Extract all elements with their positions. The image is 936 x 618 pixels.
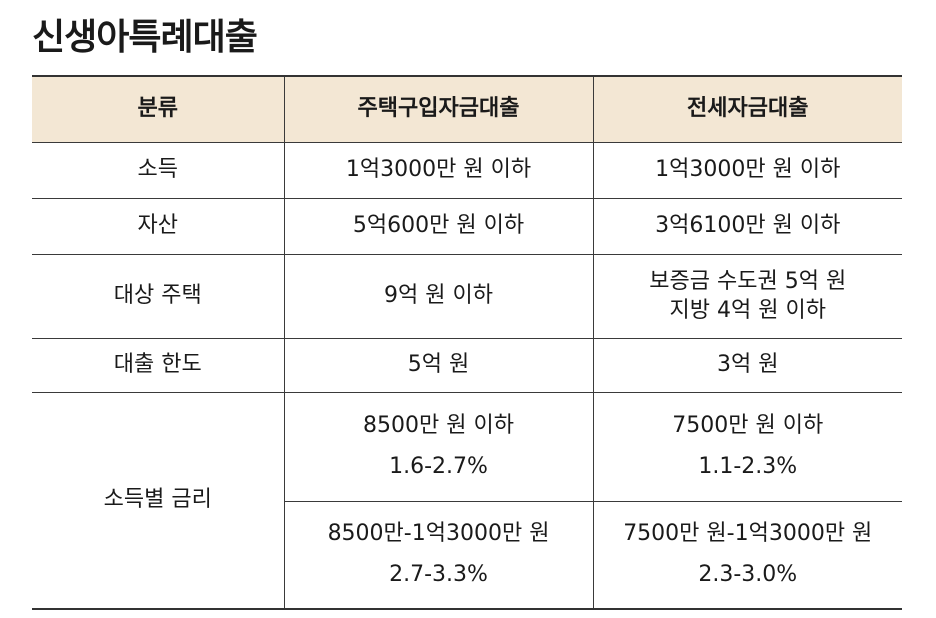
row-label-loan-limit: 대출 한도 bbox=[32, 338, 285, 393]
cell-purchase-target-house: 9억 원 이하 bbox=[283, 254, 594, 339]
row-label-target-house: 대상 주택 bbox=[32, 254, 285, 339]
header-row: 분류 주택구입자금대출 전세자금대출 bbox=[32, 75, 902, 143]
cell-purchase-rate-tier2: 8500만-1억3000만 원 2.7-3.3% bbox=[284, 501, 594, 610]
cell-jeonse-rate-tier2: 7500만 원-1억3000만 원 2.3-3.0% bbox=[592, 501, 902, 610]
cell-purchase-assets: 5억600만 원 이하 bbox=[283, 198, 594, 255]
purchase-tier2-income: 8500만-1억3000만 원 bbox=[327, 521, 550, 547]
purchase-tier2-rate: 2.7-3.3% bbox=[389, 562, 488, 587]
row-label-income: 소득 bbox=[32, 142, 285, 199]
table-row: 대출 한도 5억 원 3억 원 bbox=[32, 338, 902, 393]
row-label-rate-by-income: 소득별 금리 bbox=[32, 392, 285, 610]
cell-jeonse-income: 1억3000만 원 이하 bbox=[592, 142, 902, 199]
cell-jeonse-loan-limit: 3억 원 bbox=[592, 338, 902, 393]
cell-jeonse-rate-tier1: 7500만 원 이하 1.1-2.3% bbox=[592, 392, 902, 502]
table-row: 자산 5억600만 원 이하 3억6100만 원 이하 bbox=[32, 198, 902, 255]
jeonse-deposit-capital: 보증금 수도권 5억 원 bbox=[649, 268, 847, 294]
cell-jeonse-target-house: 보증금 수도권 5억 원 지방 4억 원 이하 bbox=[592, 254, 902, 339]
table-row: 소득별 금리 8500만 원 이하 1.6-2.7% 7500만 원 이하 1.… bbox=[32, 392, 902, 610]
loan-comparison-table: 분류 주택구입자금대출 전세자금대출 소득 1억3000만 원 이하 1억300… bbox=[32, 75, 902, 610]
jeonse-tier1-rate: 1.1-2.3% bbox=[698, 454, 798, 479]
table-row: 소득 1억3000만 원 이하 1억3000만 원 이하 bbox=[32, 142, 902, 199]
purchase-tier1-income: 8500만 원 이하 bbox=[363, 413, 514, 439]
header-purchase-loan: 주택구입자금대출 bbox=[283, 75, 594, 143]
jeonse-tier2-rate: 2.3-3.0% bbox=[698, 562, 798, 587]
page-title: 신생아특례대출 bbox=[32, 17, 258, 58]
cell-purchase-rate-tier1: 8500만 원 이하 1.6-2.7% bbox=[283, 392, 594, 502]
purchase-tier1-rate: 1.6-2.7% bbox=[389, 454, 488, 479]
cell-purchase-loan-limit: 5억 원 bbox=[283, 338, 594, 393]
cell-jeonse-assets: 3억6100만 원 이하 bbox=[592, 198, 902, 255]
table-row: 대상 주택 9억 원 이하 보증금 수도권 5억 원 지방 4억 원 이하 bbox=[32, 254, 902, 339]
cell-purchase-income: 1억3000만 원 이하 bbox=[283, 142, 594, 199]
jeonse-tier1-income: 7500만 원 이하 bbox=[672, 413, 824, 439]
header-jeonse-loan: 전세자금대출 bbox=[592, 75, 902, 143]
row-label-assets: 자산 bbox=[32, 198, 285, 255]
jeonse-tier2-income: 7500만 원-1억3000만 원 bbox=[623, 521, 873, 547]
table-row: 8500만-1억3000만 원 2.7-3.3% 7500만 원-1억3000만… bbox=[32, 501, 902, 610]
jeonse-deposit-regional: 지방 4억 원 이하 bbox=[669, 297, 826, 323]
header-category: 분류 bbox=[32, 75, 285, 143]
